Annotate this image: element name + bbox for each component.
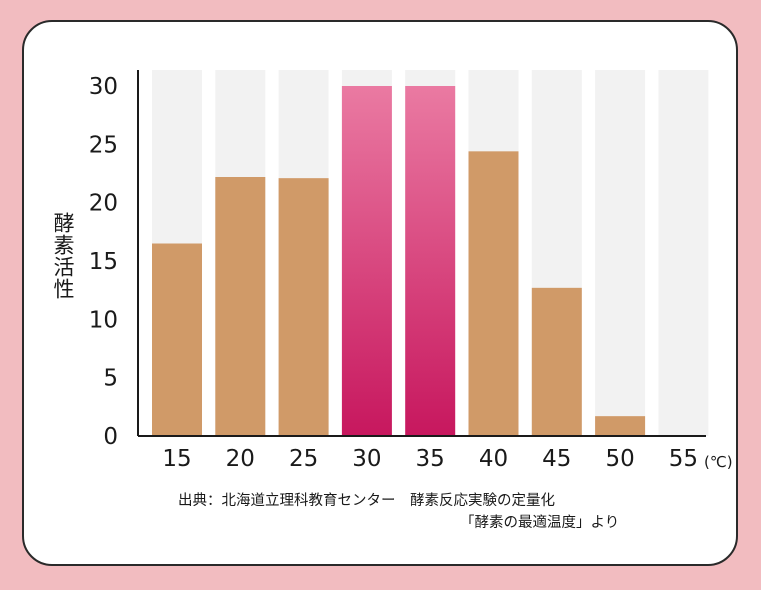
bar-40 [468, 151, 519, 437]
bar-50 [595, 416, 646, 436]
x-tick-40: 40 [479, 446, 508, 472]
source-note: 出典：北海道立理科教育センター 酵素反応実験の定量化 「酵素の最適温度」より [178, 490, 619, 534]
bar-25 [278, 178, 329, 436]
x-tick-15: 15 [162, 446, 191, 472]
x-tick-labels: 15 20 25 30 35 40 45 50 55 [162, 446, 698, 472]
x-tick-55: 55 [669, 446, 698, 472]
bar-20 [215, 177, 266, 436]
x-tick-50: 50 [605, 446, 634, 472]
y-tick-10: 10 [89, 307, 118, 333]
bar-track-55 [658, 70, 709, 436]
bar-track-50 [595, 70, 646, 436]
x-tick-30: 30 [352, 446, 381, 472]
x-unit-label: (℃) [704, 453, 733, 471]
y-tick-20: 20 [89, 191, 118, 217]
bars [152, 86, 646, 437]
y-tick-labels: 0 5 10 15 20 25 30 [89, 74, 118, 450]
axes [137, 70, 706, 437]
bar-45 [531, 287, 582, 436]
y-axis-label: 酵素活性 [51, 212, 75, 300]
x-tick-35: 35 [416, 446, 445, 472]
bar-30 [341, 86, 392, 436]
y-tick-5: 5 [103, 366, 118, 392]
x-tick-45: 45 [542, 446, 571, 472]
y-tick-30: 30 [89, 74, 118, 100]
y-tick-15: 15 [89, 249, 118, 275]
source-line-1: 出典：北海道立理科教育センター 酵素反応実験の定量化 [178, 493, 555, 509]
x-tick-20: 20 [226, 446, 255, 472]
y-tick-25: 25 [89, 132, 118, 158]
y-tick-0: 0 [103, 424, 118, 450]
x-tick-25: 25 [289, 446, 318, 472]
source-line-2: 「酵素の最適温度」より [460, 515, 620, 531]
bar-35 [405, 86, 456, 436]
bar-15 [152, 243, 202, 436]
